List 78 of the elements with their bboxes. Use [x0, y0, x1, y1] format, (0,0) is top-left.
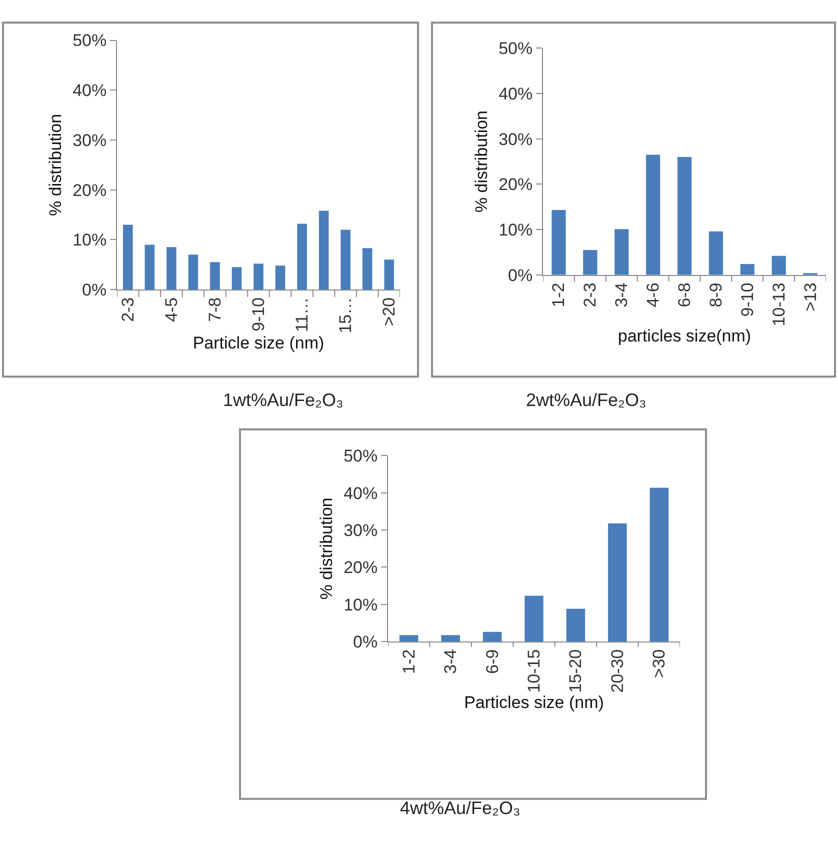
bar: [232, 267, 242, 290]
y-tick-label: 20%: [72, 180, 107, 200]
bar: [482, 632, 502, 642]
x-tick-label: 6-8: [675, 282, 694, 308]
x-tick-label: 1-2: [399, 649, 418, 674]
y-tick-label: 10%: [72, 230, 107, 250]
bar: [210, 262, 220, 290]
y-tick-label: 40%: [72, 81, 107, 100]
bar: [650, 488, 669, 642]
x-tick-label: >20: [380, 297, 399, 326]
x-tick-label: 10-13: [769, 282, 788, 326]
bar: [254, 264, 264, 290]
bar: [188, 254, 198, 290]
y-axis-title: % distribution: [472, 110, 492, 213]
y-tick-label: 40%: [344, 484, 378, 503]
y-tick-label: 0%: [508, 266, 533, 285]
x-tick-label: 4-6: [644, 282, 663, 308]
x-tick-label: 3-4: [612, 282, 632, 308]
bar: [614, 229, 629, 275]
x-axis-title: particles size(nm): [618, 326, 752, 346]
y-tick-label: 50%: [344, 446, 378, 466]
bar: [677, 156, 692, 275]
x-tick-label: 20-30: [608, 649, 627, 693]
bar: [524, 596, 544, 642]
x-tick-label: 11…: [292, 297, 312, 332]
y-tick-label: 20%: [498, 175, 533, 194]
bar: [318, 210, 329, 290]
bar: [399, 635, 418, 642]
bar: [384, 260, 394, 290]
bar: [646, 154, 660, 275]
bar: [740, 264, 754, 275]
bar: [608, 523, 627, 642]
x-tick-label: 8-9: [706, 282, 726, 308]
bar: [708, 231, 724, 275]
y-tick-label: 20%: [344, 558, 378, 578]
y-tick-label: 50%: [72, 31, 107, 50]
bar: [441, 635, 460, 642]
bar: [772, 256, 786, 275]
y-tick-label: 10%: [344, 595, 378, 614]
x-tick-label: 2-3: [580, 282, 600, 308]
text: 1wt%Au/Fe₂O₃: [223, 390, 344, 410]
x-tick-label: >30: [650, 649, 669, 678]
y-tick-label: 40%: [498, 84, 533, 104]
y-tick-label: 30%: [498, 130, 533, 149]
text: 4wt%Au/Fe₂O₃: [400, 798, 520, 818]
y-tick-label: 30%: [72, 130, 107, 150]
bar: [583, 250, 598, 275]
text: 2wt%Au/Fe₂O₃: [526, 390, 646, 410]
y-tick-label: 50%: [498, 39, 533, 58]
x-axis-title: Particles size (nm): [464, 693, 604, 712]
x-tick-label: 3-4: [441, 649, 460, 674]
x-tick-label: 9-10: [249, 297, 268, 332]
bar: [122, 224, 133, 290]
x-tick-label: 4-5: [162, 297, 181, 322]
x-axis-title: Particle size (nm): [192, 334, 324, 353]
x-tick-label: 15-20: [566, 649, 586, 693]
y-tick-label: 0%: [353, 632, 378, 652]
bar: [275, 266, 286, 290]
x-tick-label: 2-3: [118, 297, 138, 322]
x-tick-label: >13: [800, 282, 820, 312]
x-tick-label: 1-2: [549, 282, 568, 308]
y-axis-title: % distribution: [46, 114, 66, 216]
bar: [297, 224, 307, 290]
y-tick-label: 30%: [344, 521, 378, 540]
x-tick-label: 9-10: [738, 282, 757, 317]
x-tick-label: 6-9: [482, 649, 502, 674]
bar: [552, 210, 566, 275]
bar: [566, 608, 586, 642]
y-tick-label: 0%: [82, 280, 107, 300]
x-tick-label: 15…: [336, 297, 356, 334]
x-tick-label: 10-15: [524, 649, 544, 693]
x-tick-label: 7-8: [205, 297, 224, 322]
y-axis-title: % distribution: [317, 498, 336, 600]
y-tick-label: 10%: [498, 220, 533, 240]
bar: [166, 247, 176, 290]
bar: [144, 244, 155, 290]
bar: [362, 248, 372, 290]
bar: [340, 230, 350, 290]
